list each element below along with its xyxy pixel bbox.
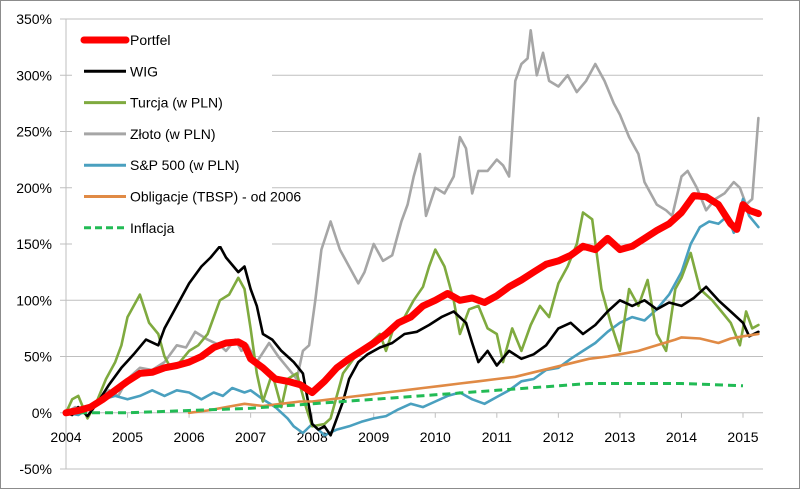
y-tick-label: 200% [16, 180, 52, 196]
x-tick-label: 2006 [174, 429, 205, 445]
legend: Portfel WIG Turcja (w PLN) Złoto (w PLN) S&P… [72, 24, 301, 246]
x-tick-label: 2014 [666, 429, 697, 445]
legend-label: Złoto (w PLN) [130, 126, 216, 142]
legend-label: Turcja (w PLN) [130, 95, 223, 111]
x-tick-label: 2004 [50, 429, 81, 445]
y-tick-label: 0% [32, 405, 52, 421]
x-tick-label: 2015 [727, 429, 758, 445]
legend-label: S&P 500 (w PLN) [130, 157, 239, 173]
series-line-inflacja [66, 382, 744, 415]
x-tick-label: 2012 [543, 429, 574, 445]
x-tick-label: 2011 [482, 429, 512, 445]
y-tick-label: 300% [16, 67, 52, 83]
x-tick-label: 2005 [112, 429, 143, 445]
y-tick-label: 250% [16, 124, 52, 140]
series-line-wig [64, 245, 760, 437]
series-line-portfel [62, 192, 762, 417]
series-line-obligacje-tbsp-od-2006 [187, 332, 760, 415]
legend-label: WIG [130, 63, 158, 79]
x-tick-label: 2010 [420, 429, 451, 445]
x-tick-label: 2013 [604, 429, 635, 445]
x-axis-ticks: 2004 2005 2006 2007 2008 2009 2010 2011 2012 2013… [50, 412, 759, 445]
legend-label: Inflacja [130, 220, 175, 236]
y-tick-label: 150% [16, 236, 52, 252]
x-tick-label: 2007 [235, 429, 266, 445]
y-tick-label: 50% [24, 349, 52, 365]
series-lines [62, 29, 762, 437]
y-tick-label: 350% [16, 11, 52, 27]
y-tick-label: -50% [19, 461, 52, 477]
y-tick-label: 100% [16, 292, 52, 308]
y-axis-ticks: 350% 300% 250% 200% 150% 100% 50% 0% -50% [16, 11, 52, 477]
legend-label: Obligacje (TBSP) - od 2006 [130, 189, 301, 205]
x-tick-label: 2009 [358, 429, 389, 445]
legend-label: Portfel [130, 32, 170, 48]
series-line-s-p-500-w-pln [64, 197, 760, 437]
